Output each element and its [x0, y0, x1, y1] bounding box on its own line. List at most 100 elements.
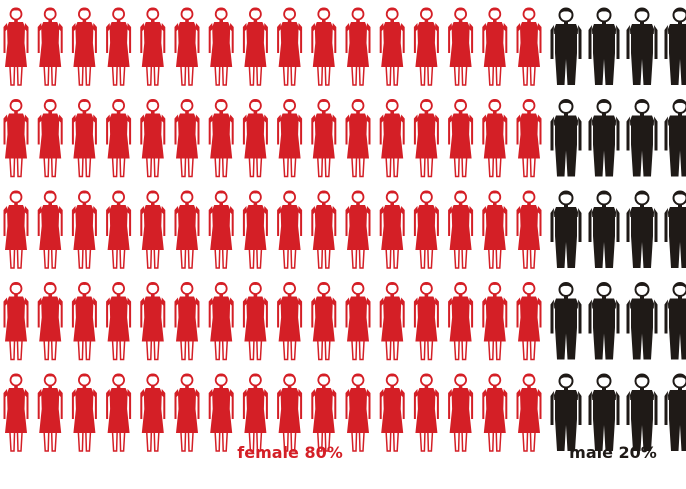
woman-figure-icon — [412, 6, 440, 86]
woman-figure-icon — [241, 189, 269, 269]
man-figure-icon — [625, 373, 659, 452]
man-figure-icon — [587, 98, 621, 178]
woman-figure-icon — [378, 189, 406, 269]
woman-figure-icon — [139, 372, 167, 452]
man-figure-icon — [625, 7, 659, 86]
woman-figure-icon — [139, 98, 167, 178]
woman-figure-icon — [173, 6, 201, 86]
woman-figure-icon — [412, 98, 440, 178]
woman-figure-icon — [378, 281, 406, 361]
woman-figure-icon — [412, 189, 440, 269]
woman-figure-icon — [139, 281, 167, 361]
woman-figure-icon — [241, 372, 269, 452]
man-figure-icon — [549, 281, 583, 361]
woman-figure-icon — [515, 6, 543, 86]
legend-label-female: female 80% — [237, 443, 342, 462]
woman-figure-icon — [105, 6, 133, 86]
man-figure-icon — [625, 281, 659, 361]
woman-figure-icon — [36, 98, 64, 178]
woman-figure-icon — [139, 6, 167, 86]
woman-figure-icon — [105, 372, 133, 452]
woman-figure-icon — [207, 281, 235, 361]
woman-figure-icon — [447, 281, 475, 361]
woman-figure-icon — [481, 98, 509, 178]
woman-figure-icon — [207, 372, 235, 452]
man-figure-icon — [587, 373, 621, 452]
woman-figure-icon — [276, 372, 304, 452]
woman-figure-icon — [71, 372, 98, 452]
woman-figure-icon — [344, 98, 372, 178]
woman-figure-icon — [481, 372, 509, 452]
woman-figure-icon — [344, 189, 372, 269]
man-figure-icon — [549, 373, 583, 452]
woman-figure-icon — [481, 6, 509, 86]
woman-figure-icon — [344, 372, 372, 452]
pictogram-grid — [2, 6, 686, 452]
woman-figure-icon — [2, 281, 30, 361]
woman-figure-icon — [412, 281, 440, 361]
woman-figure-icon — [173, 281, 201, 361]
woman-figure-icon — [481, 189, 509, 269]
woman-figure-icon — [310, 189, 338, 269]
woman-figure-icon — [276, 98, 304, 178]
woman-figure-icon — [36, 189, 64, 269]
woman-figure-icon — [481, 281, 509, 361]
woman-figure-icon — [241, 6, 269, 86]
man-figure-icon — [663, 98, 686, 178]
woman-figure-icon — [207, 6, 235, 86]
woman-figure-icon — [310, 98, 338, 178]
woman-figure-icon — [447, 98, 475, 178]
man-figure-icon — [587, 281, 621, 361]
woman-figure-icon — [412, 372, 440, 452]
man-figure-icon — [625, 190, 659, 269]
woman-figure-icon — [310, 281, 338, 361]
woman-figure-icon — [378, 6, 406, 86]
man-figure-icon — [625, 98, 659, 178]
woman-figure-icon — [515, 281, 543, 361]
woman-figure-icon — [36, 281, 64, 361]
woman-figure-icon — [515, 189, 543, 269]
woman-figure-icon — [2, 189, 30, 269]
man-figure-icon — [663, 373, 686, 452]
woman-figure-icon — [447, 372, 475, 452]
man-figure-icon — [549, 190, 583, 269]
woman-figure-icon — [173, 98, 201, 178]
legend-label-male: male 20% — [569, 443, 657, 462]
woman-figure-icon — [2, 6, 30, 86]
man-figure-icon — [587, 190, 621, 269]
woman-figure-icon — [310, 372, 338, 452]
woman-figure-icon — [139, 189, 167, 269]
woman-figure-icon — [2, 98, 30, 178]
woman-figure-icon — [2, 372, 30, 452]
woman-figure-icon — [71, 281, 98, 361]
woman-figure-icon — [105, 98, 133, 178]
woman-figure-icon — [378, 98, 406, 178]
woman-figure-icon — [173, 189, 201, 269]
man-figure-icon — [549, 98, 583, 178]
woman-figure-icon — [276, 6, 304, 86]
woman-figure-icon — [447, 6, 475, 86]
man-figure-icon — [663, 190, 686, 269]
man-figure-icon — [549, 7, 583, 86]
man-figure-icon — [587, 7, 621, 86]
woman-figure-icon — [344, 281, 372, 361]
woman-figure-icon — [241, 281, 269, 361]
woman-figure-icon — [515, 372, 543, 452]
woman-figure-icon — [36, 6, 64, 86]
woman-figure-icon — [310, 6, 338, 86]
woman-figure-icon — [378, 372, 406, 452]
woman-figure-icon — [105, 281, 133, 361]
woman-figure-icon — [447, 189, 475, 269]
woman-figure-icon — [241, 98, 269, 178]
woman-figure-icon — [71, 98, 98, 178]
woman-figure-icon — [276, 189, 304, 269]
woman-figure-icon — [71, 6, 98, 86]
woman-figure-icon — [207, 189, 235, 269]
woman-figure-icon — [105, 189, 133, 269]
woman-figure-icon — [36, 372, 64, 452]
woman-figure-icon — [207, 98, 235, 178]
woman-figure-icon — [344, 6, 372, 86]
woman-figure-icon — [276, 281, 304, 361]
man-figure-icon — [663, 7, 686, 86]
